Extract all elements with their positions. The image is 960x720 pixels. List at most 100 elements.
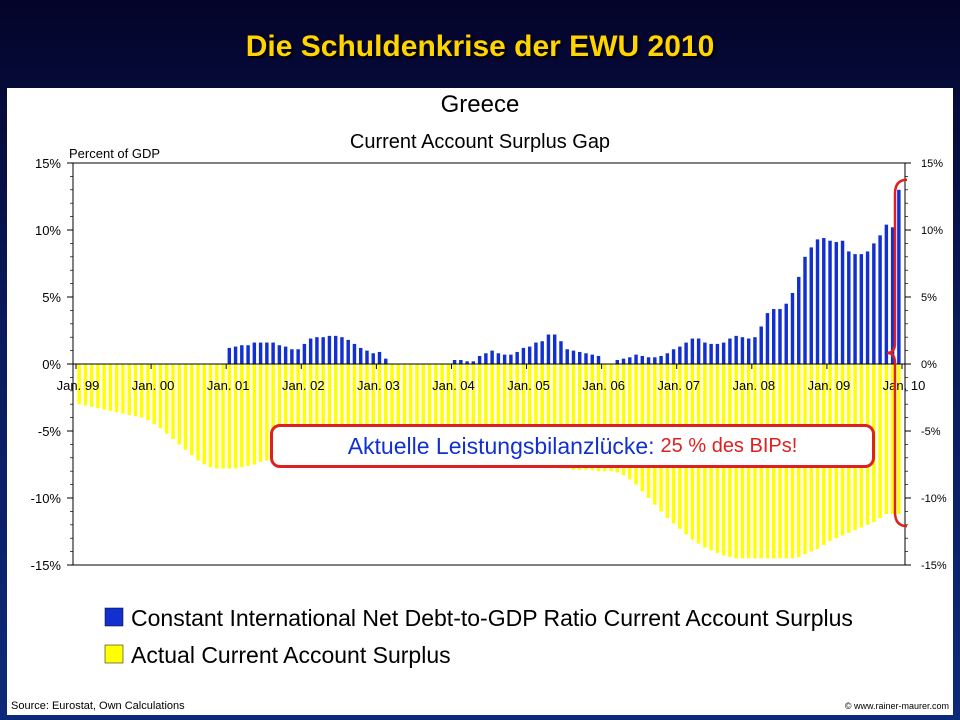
callout-main-text: Aktuelle Leistungsbilanzlücke:: [347, 432, 655, 459]
bar-constant-39: [321, 337, 325, 364]
chart-subtitle: Current Account Surplus Gap: [350, 131, 610, 153]
bar-constant-120: [828, 240, 832, 364]
bar-actual-61: [459, 364, 463, 456]
bar-actual-68: [502, 364, 507, 457]
bar-constant-47: [371, 353, 375, 364]
bar-actual-9: [133, 364, 138, 417]
bar-actual-88: [628, 364, 632, 480]
bar-actual-67: [496, 364, 501, 457]
bar-constant-83: [596, 355, 601, 364]
bar-constant-117: [809, 247, 813, 364]
bar-constant-102: [715, 343, 720, 364]
y-tick-right-4: -5%: [921, 426, 941, 438]
bar-actual-37: [308, 364, 313, 454]
bar-actual-14: [165, 364, 169, 434]
bar-constant-94: [665, 353, 670, 364]
y-tick-left-6: -15%: [31, 558, 62, 573]
bar-actual-58: [440, 364, 444, 456]
bar-actual-28: [252, 364, 257, 465]
x-tick-label-5: Jan. 04: [432, 378, 475, 393]
bar-actual-64: [477, 364, 482, 456]
bar-actual-48: [377, 364, 382, 457]
x-tick-label-4: Jan. 03: [357, 378, 400, 393]
bar-constant-115: [797, 276, 801, 364]
bar-constant-122: [840, 240, 845, 364]
bar-actual-17: [183, 364, 188, 450]
source-note: Source: Eurostat, Own Calculations: [11, 700, 185, 712]
bar-actual-54: [415, 364, 419, 457]
bar-actual-23: [221, 364, 225, 469]
bar-actual-29: [258, 364, 263, 462]
bar-actual-75: [546, 364, 551, 466]
bar-actual-85: [609, 364, 613, 472]
bar-constant-78: [565, 349, 569, 364]
bar-actual-130: [890, 364, 895, 515]
bar-constant-130: [890, 227, 895, 364]
bar-constant-38: [315, 337, 319, 364]
bar-constant-107: [746, 338, 751, 364]
bar-actual-80: [578, 364, 582, 470]
bar-actual-51: [396, 364, 400, 458]
x-tick-label-2: Jan. 01: [207, 378, 250, 393]
bar-actual-57: [434, 364, 438, 457]
bar-actual-83: [596, 364, 601, 472]
bar-actual-0: [77, 364, 81, 405]
bar-actual-82: [590, 364, 594, 470]
bar-actual-10: [139, 364, 144, 418]
bar-actual-131: [897, 364, 901, 515]
bar-constant-62: [465, 361, 469, 364]
chart-panel: Greece Current Account Surplus Gap Percent…: [7, 88, 953, 715]
bar-constant-126: [865, 251, 870, 364]
bar-constant-101: [709, 343, 713, 364]
bar-actual-27: [246, 364, 250, 466]
callout-accent-text: 25 % des BIPs!: [660, 434, 798, 457]
x-tick-label-3: Jan. 02: [282, 378, 325, 393]
bar-constant-48: [377, 351, 382, 364]
bar-constant-43: [346, 339, 350, 364]
bar-constant-28: [252, 342, 257, 364]
bar-constant-105: [734, 335, 738, 364]
bar-actual-49: [384, 364, 388, 458]
bar-constant-119: [822, 238, 826, 364]
bar-constant-110: [765, 313, 770, 364]
bar-constant-74: [540, 341, 544, 364]
bar-constant-125: [859, 254, 864, 364]
bar-actual-16: [177, 364, 181, 445]
bar-actual-52: [402, 364, 407, 458]
bar-constant-42: [340, 337, 344, 364]
copyright-note: © www.rainer-maurer.com: [844, 701, 949, 711]
bar-actual-72: [527, 364, 532, 462]
bar-constant-26: [240, 345, 244, 364]
x-tick-label-6: Jan. 05: [507, 378, 550, 393]
legend-label-0: Constant International Net Debt-to-GDP R…: [131, 605, 853, 631]
bar-constant-33: [283, 346, 288, 364]
bar-constant-35: [296, 349, 300, 364]
bar-actual-26: [240, 364, 244, 468]
bar-actual-18: [190, 364, 194, 456]
bar-actual-71: [521, 364, 526, 461]
bar-actual-45: [359, 364, 363, 456]
y-tick-left-0: 15%: [35, 156, 61, 171]
bar-constant-46: [365, 350, 369, 364]
x-tick-label-0: Jan. 99: [57, 378, 100, 393]
bar-constant-76: [552, 334, 557, 364]
bar-actual-21: [208, 364, 213, 468]
x-tick-label-11: Jan. 10: [883, 378, 926, 393]
bar-actual-46: [365, 364, 369, 456]
gap-callout: Aktuelle Leistungsbilanzlücke: 25 % des …: [270, 424, 875, 468]
bar-constant-79: [571, 350, 576, 364]
bar-actual-40: [327, 364, 332, 453]
bar-constant-29: [258, 342, 263, 364]
bar-constant-77: [559, 341, 563, 364]
bar-actual-63: [471, 364, 476, 456]
bar-actual-6: [114, 364, 119, 413]
slide-title: Die Schuldenkrise der EWU 2010: [245, 30, 715, 63]
chart-svg: Greece Current Account Surplus Gap Percent…: [31, 91, 947, 668]
bar-actual-47: [371, 364, 375, 457]
bar-constant-92: [653, 357, 657, 364]
bar-actual-15: [171, 364, 175, 440]
y-tick-right-6: -15%: [921, 560, 947, 572]
bar-constant-88: [628, 357, 632, 364]
bar-constant-32: [277, 345, 282, 364]
bar-constant-45: [359, 347, 363, 364]
